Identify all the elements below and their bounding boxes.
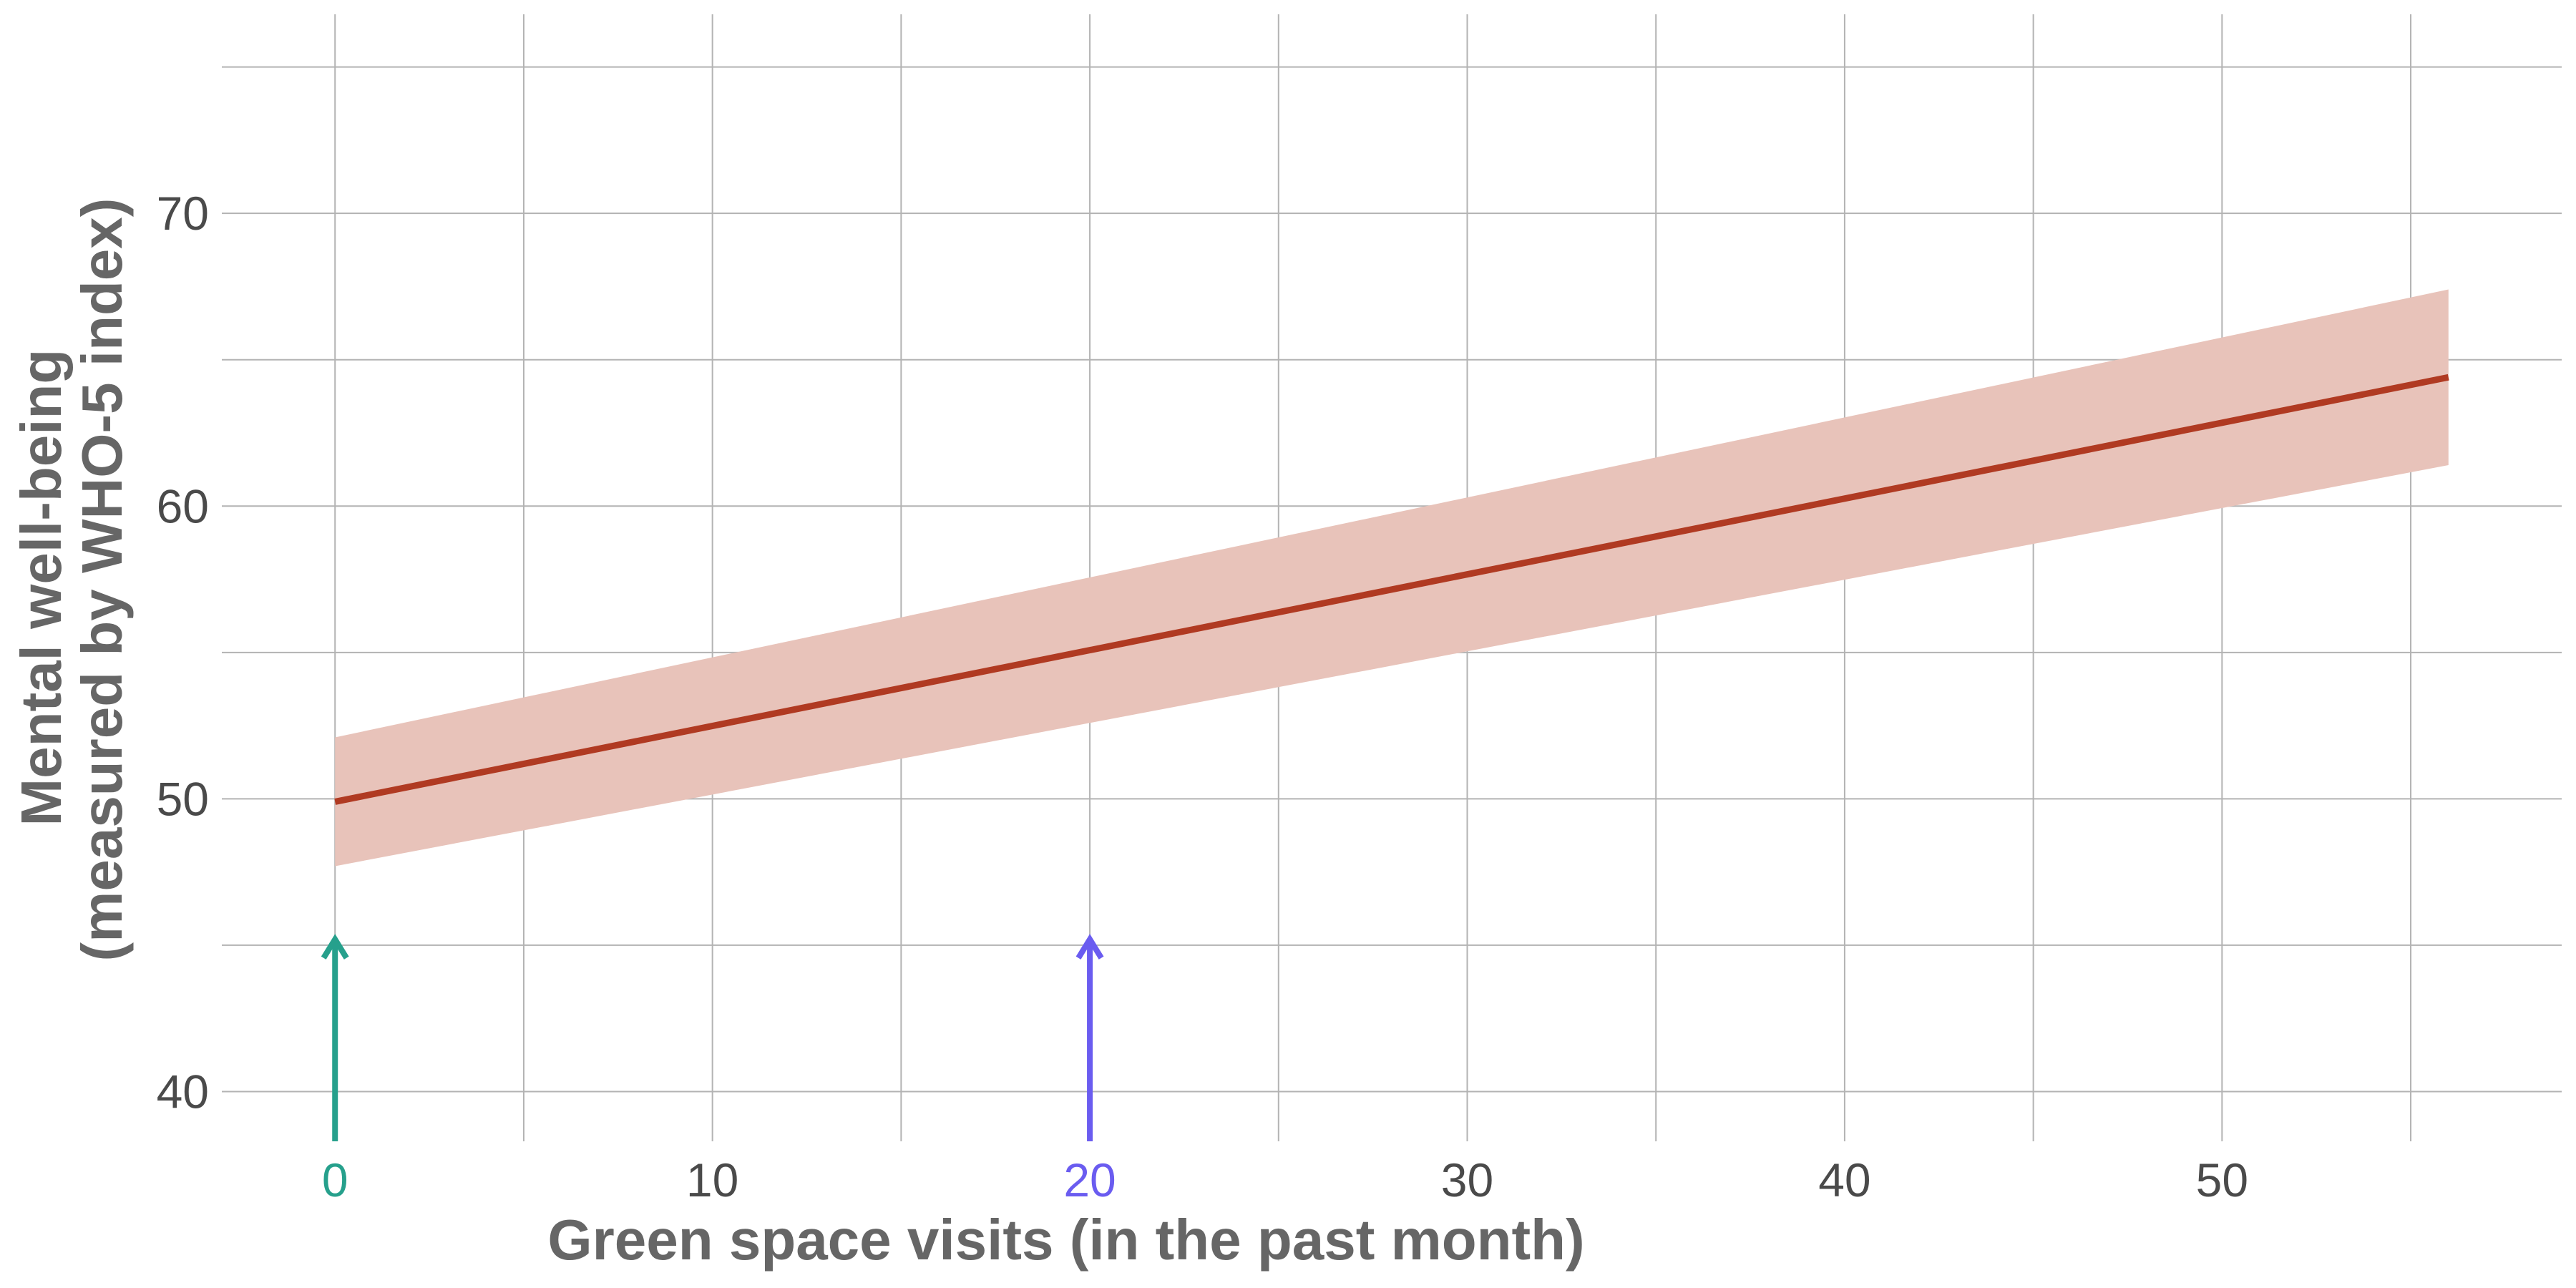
y-axis-title-line-2: (measured by WHO-5 index) <box>70 198 134 962</box>
arrow-head <box>1075 934 1104 960</box>
regression-line-layer <box>334 374 2449 805</box>
arrow-head <box>321 934 349 960</box>
y-axis-title-line-1: Mental well-being <box>9 349 73 826</box>
x-tick-label: 30 <box>1441 1153 1493 1206</box>
x-tick-label: 50 <box>2196 1153 2248 1206</box>
x-tick-label: 40 <box>1818 1153 1870 1206</box>
arrow-layer <box>321 934 1104 1141</box>
y-tick-label: 70 <box>157 187 209 240</box>
y-tick-label: 50 <box>157 772 209 825</box>
x-tick-label: 0 <box>322 1153 348 1206</box>
y-tick-label: 60 <box>157 479 209 532</box>
arrow-x-0 <box>321 934 349 1141</box>
regression-line <box>334 374 2449 805</box>
confidence-band-layer <box>335 289 2449 867</box>
y-tick-label: 40 <box>157 1065 209 1118</box>
confidence-band <box>335 289 2449 867</box>
x-tick-label: 10 <box>686 1153 738 1206</box>
tick-labels: 0 10 20 30 40 50 40 50 60 70 <box>157 187 2248 1206</box>
x-axis-title: Green space visits (in the past month) <box>547 1208 1584 1272</box>
x-tick-label: 20 <box>1063 1153 1116 1206</box>
y-axis-title: Mental well-being (measured by WHO-5 ind… <box>9 198 134 962</box>
arrow-x-20 <box>1075 934 1104 1141</box>
